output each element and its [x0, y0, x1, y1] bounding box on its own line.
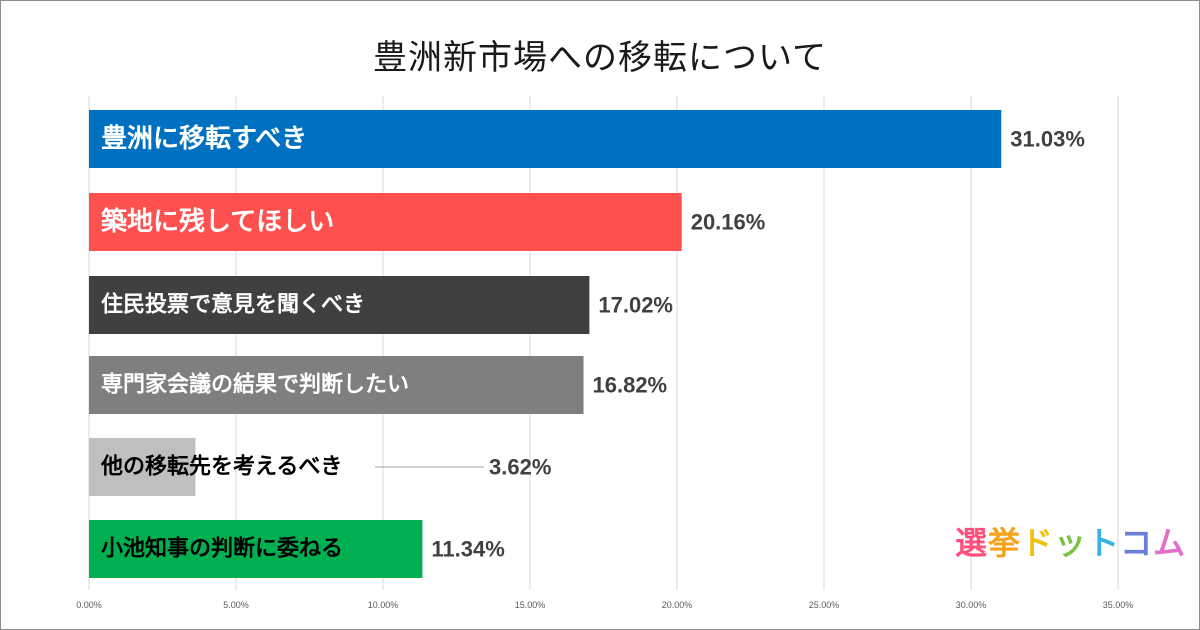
site-logo: 選挙ドットコム: [955, 518, 1186, 564]
bar: [89, 276, 590, 334]
logo-char: ム: [1153, 524, 1187, 562]
bar-value-label: 17.02%: [598, 293, 673, 318]
bar-category-label: 住民投票で意見を聞くべき: [101, 292, 365, 318]
x-tick-label: 10.00%: [368, 600, 399, 610]
bar-value-label: 16.82%: [593, 373, 668, 398]
x-tick-label: 30.00%: [956, 600, 987, 610]
x-tick-label: 35.00%: [1103, 600, 1134, 610]
logo-char: ッ: [1054, 524, 1088, 562]
logo-char: 挙: [988, 524, 1022, 562]
x-tick-label: 15.00%: [515, 600, 546, 610]
bar-category-label: 小池知事の判断に委ねる: [101, 536, 343, 562]
logo-char: コ: [1120, 524, 1154, 562]
bar-category-label: 豊洲に移転すべき: [101, 124, 307, 154]
bar-value-label: 11.34%: [431, 537, 504, 562]
chart-title: 豊洲新市場への移転について: [373, 38, 827, 78]
x-tick-label: 5.00%: [223, 600, 249, 610]
bar: [89, 193, 682, 251]
logo-char: ト: [1087, 524, 1121, 562]
x-tick-label: 0.00%: [76, 600, 102, 610]
bar-value-label: 31.03%: [1010, 127, 1085, 152]
bar-value-label: 3.62%: [489, 455, 551, 480]
bar-category-label: 築地に残してほしい: [100, 206, 334, 237]
logo-char: 選: [955, 524, 989, 562]
bar-category-label: 専門家会議の結果で判断したい: [101, 372, 409, 398]
x-tick-label: 20.00%: [662, 600, 693, 610]
bar: [89, 520, 423, 578]
bar: [89, 356, 584, 414]
bar-category-label: 他の移転先を考えるべき: [100, 454, 342, 480]
bar: [89, 110, 1002, 168]
x-tick-label: 25.00%: [809, 600, 840, 610]
bar: [89, 438, 196, 496]
bar-value-label: 20.16%: [691, 210, 766, 235]
logo-char: ド: [1021, 524, 1055, 562]
